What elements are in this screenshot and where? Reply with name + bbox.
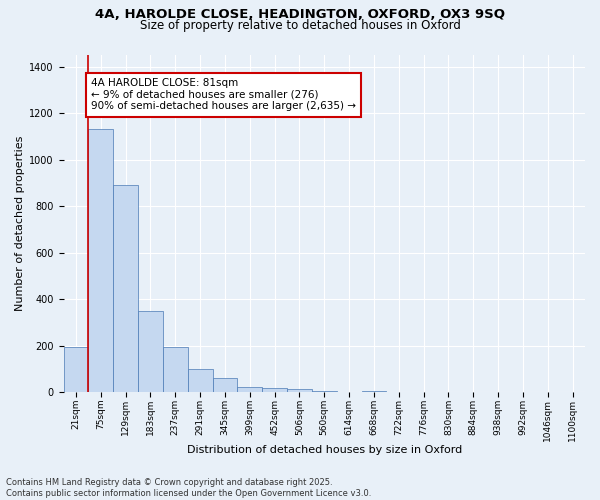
Bar <box>238 386 262 392</box>
Bar <box>64 347 88 393</box>
Bar <box>287 390 312 392</box>
Bar <box>163 347 188 393</box>
Bar <box>138 311 163 392</box>
Y-axis label: Number of detached properties: Number of detached properties <box>15 136 25 312</box>
Text: Contains HM Land Registry data © Crown copyright and database right 2025.
Contai: Contains HM Land Registry data © Crown c… <box>6 478 371 498</box>
Text: Size of property relative to detached houses in Oxford: Size of property relative to detached ho… <box>140 18 460 32</box>
Bar <box>262 388 287 392</box>
Bar <box>212 378 238 392</box>
Bar <box>88 130 113 392</box>
Bar <box>188 369 212 392</box>
Bar <box>113 186 138 392</box>
X-axis label: Distribution of detached houses by size in Oxford: Distribution of detached houses by size … <box>187 445 462 455</box>
Bar <box>362 390 386 392</box>
Text: 4A HAROLDE CLOSE: 81sqm
← 9% of detached houses are smaller (276)
90% of semi-de: 4A HAROLDE CLOSE: 81sqm ← 9% of detached… <box>91 78 356 112</box>
Text: 4A, HAROLDE CLOSE, HEADINGTON, OXFORD, OX3 9SQ: 4A, HAROLDE CLOSE, HEADINGTON, OXFORD, O… <box>95 8 505 20</box>
